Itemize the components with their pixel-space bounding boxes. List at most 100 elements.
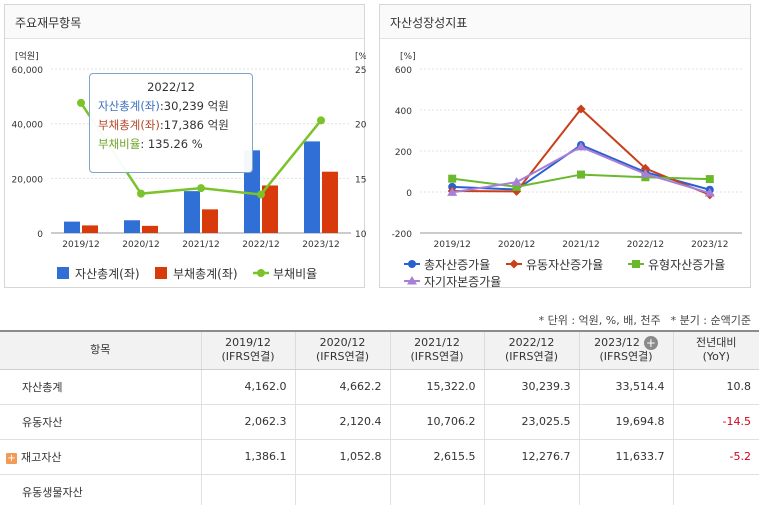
asset-bar <box>124 220 140 233</box>
yoy-cell: -5.2 <box>672 439 759 475</box>
chart-tooltip: 2022/12 자산총계(좌):30,239 억원 부채총계(좌):17,386… <box>89 73 253 173</box>
header-item: 항목 <box>0 330 201 370</box>
yoy-cell: 10.8 <box>672 369 759 405</box>
x-tick-label: 2023/12 <box>691 240 728 250</box>
value-cell: 1,052.8 <box>294 439 390 475</box>
x-tick-label: 2021/12 <box>562 240 599 250</box>
value-cell: 2,615.5 <box>389 439 484 475</box>
y-right-tick-label: 200 <box>355 121 366 131</box>
tooltip-ratio-label: 부채비율 <box>98 137 141 151</box>
x-tick-label: 2023/12 <box>302 240 339 250</box>
y-left-unit: [억원] <box>15 50 39 62</box>
y-left-tick-label: 20,000 <box>12 175 44 185</box>
asset-growth-panel: 자산성장성지표 -200 0 200 400 600 [%] 2019/12 2020/12 2… <box>379 4 751 289</box>
legend-marker <box>408 260 416 268</box>
x-tick-label: 2022/12 <box>242 240 279 250</box>
tooltip-ratio-value: : 135.26 % <box>140 137 203 151</box>
row-label: 재고자산 <box>21 450 62 464</box>
debt-bar <box>322 171 338 233</box>
legend-marker <box>407 276 417 285</box>
y-left-tick-label: 60,000 <box>12 66 44 76</box>
row-label-cell: 유동생물자산 <box>0 474 201 505</box>
x-tick-label: 2021/12 <box>182 240 219 250</box>
y-right-tick-label: 150 <box>355 175 366 185</box>
tooltip-debt-value: :17,386 억원 <box>159 118 229 132</box>
x-tick-label: 2019/12 <box>62 240 99 250</box>
tangible-asset-growth-point <box>577 170 585 179</box>
period-note-text: * 분기 : 순액기준 <box>670 314 751 327</box>
asset-bar <box>64 221 80 233</box>
y-tick-label: 0 <box>406 189 412 199</box>
value-cell: 10,706.2 <box>389 404 484 440</box>
header-2021: 2021/12 (IFRS연결) <box>389 330 484 370</box>
row-label-cell[interactable]: + 재고자산 <box>0 439 201 475</box>
legend-marker <box>632 260 640 268</box>
financial-items-chart: 0 20,000 40,000 60,000 100 150 200 250 [억원] [%] 20… <box>12 50 367 281</box>
current-asset-growth-point <box>576 104 586 114</box>
row-label: 유동자산 <box>22 415 63 429</box>
x-tick-label: 2020/12 <box>498 240 535 250</box>
legend-marker <box>509 259 519 269</box>
add-column-icon[interactable]: + <box>643 336 658 351</box>
yoy-cell: -14.5 <box>672 404 759 440</box>
legend-label: 유동자산증가율 <box>526 258 603 272</box>
table-row: 유동생물자산 <box>0 474 759 505</box>
value-cell <box>483 474 579 505</box>
row-label-cell: 자산총계 <box>0 369 201 405</box>
panel-title: 주요재무항목 <box>5 5 364 39</box>
value-cell: 4,162.0 <box>200 369 295 405</box>
value-cell <box>200 474 295 505</box>
table-header-row: 항목 2019/12 (IFRS연결) 2020/12 (IFRS연결) 2021/… <box>0 330 759 370</box>
y-right-tick-label: 100 <box>355 230 366 240</box>
debt-bar <box>202 209 218 233</box>
table-row: + 재고자산 1,386.1 1,052.8 2,615.5 12,276.7 11,633… <box>0 439 759 475</box>
debt-ratio-point <box>257 190 265 199</box>
row-label: 자산총계 <box>22 380 63 394</box>
tooltip-title: 2022/12 <box>147 80 195 94</box>
unit-note-text: * 단위 : 억원, %, 배, 천주 <box>538 314 661 327</box>
unit-note: * 단위 : 억원, %, 배, 천주 * 분기 : 순액기준 <box>529 312 751 328</box>
value-cell: 19,694.8 <box>578 404 673 440</box>
header-2022: 2022/12 (IFRS연결) <box>483 330 579 370</box>
tangible-asset-growth-point <box>705 175 714 184</box>
value-cell: 15,322.0 <box>389 369 484 405</box>
equity-growth-point <box>511 177 522 186</box>
debt-bar <box>142 225 158 233</box>
value-cell: 12,276.7 <box>483 439 579 475</box>
legend-marker <box>257 269 265 277</box>
asset-bar <box>304 141 320 233</box>
header-yoy: 전년대비 (YoY) <box>672 330 759 370</box>
expand-plus-icon[interactable]: + <box>6 452 17 464</box>
legend-label: 부채총계(좌) <box>173 267 238 281</box>
value-cell: 2,062.3 <box>200 404 295 440</box>
debt-bar <box>262 185 278 233</box>
x-tick-label: 2022/12 <box>627 240 664 250</box>
y-right-tick-label: 250 <box>355 66 366 76</box>
row-label-cell: 유동자산 <box>0 404 201 440</box>
value-cell: 30,239.3 <box>483 369 579 405</box>
value-cell: 11,633.7 <box>578 439 673 475</box>
y-tick-label: 200 <box>395 148 412 158</box>
equity-growth-line <box>452 145 711 194</box>
y-unit: [%] <box>400 52 416 62</box>
y-tick-label: -200 <box>392 230 413 240</box>
legend-label: 총자산증가율 <box>424 258 490 272</box>
value-cell: 33,514.4 <box>578 369 673 405</box>
panel-title: 자산성장성지표 <box>380 5 750 39</box>
y-left-tick-label: 40,000 <box>12 121 44 131</box>
value-cell <box>294 474 390 505</box>
equity-growth-point <box>447 187 458 196</box>
value-cell: 2,120.4 <box>294 404 390 440</box>
legend-swatch <box>57 267 69 279</box>
table-row: 자산총계 4,162.0 4,662.2 15,322.0 30,239.3 33,514… <box>0 369 759 405</box>
y-tick-label: 600 <box>395 66 412 76</box>
y-right-unit: [%] <box>355 52 366 62</box>
tooltip-asset-value: :30,239 억원 <box>159 99 229 113</box>
debt-ratio-point <box>137 189 145 198</box>
asset-growth-chart: -200 0 200 400 600 [%] 2019/12 2020/12 2021/12 20… <box>392 52 742 289</box>
value-cell <box>578 474 673 505</box>
value-cell: 4,662.2 <box>294 369 390 405</box>
yoy-cell <box>672 474 759 505</box>
legend-label: 자산총계(좌) <box>75 267 140 281</box>
legend-label: 유형자산증가율 <box>648 258 725 272</box>
